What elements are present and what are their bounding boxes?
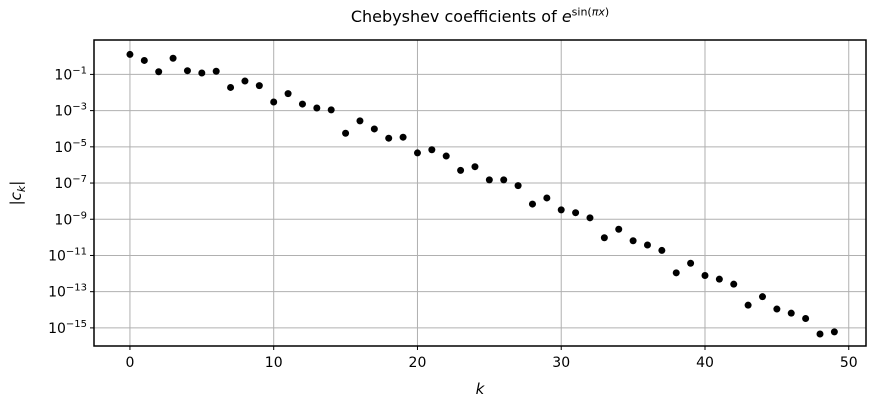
y-tick-label: 10−15 [48,319,87,337]
x-tick-label: 30 [552,355,570,371]
x-tick-label: 20 [409,355,427,371]
data-point [356,117,364,125]
data-point [471,163,479,171]
data-point [600,234,608,242]
x-axis-label-text: k [475,380,485,398]
y-tick-exponent: −13 [66,283,87,294]
data-point [212,67,220,75]
y-axis-label-close: | [7,180,25,186]
data-point [687,259,695,267]
data-point [457,166,465,174]
data-point [227,83,235,91]
data-point [629,237,637,245]
data-point [615,225,623,233]
y-tick-exponent: −9 [72,210,87,221]
data-point [500,176,508,184]
data-point [241,77,249,85]
y-axis-label: |ck| [7,180,28,206]
x-axis-label: k [94,380,866,398]
chart-title-exp-close: ) [604,5,610,19]
data-point [485,176,493,184]
data-point [787,309,795,317]
x-tick-label: 0 [125,355,134,371]
data-point [543,194,551,202]
chart-title-exponent: sin(πx) [572,6,610,19]
data-point [342,129,350,137]
data-point [773,305,781,313]
y-tick-exponent: −1 [72,65,87,76]
y-tick-label: 10−1 [54,65,87,83]
data-point [586,214,594,222]
y-tick-label: 10−3 [54,102,87,120]
data-point [428,146,436,154]
data-point [830,328,838,336]
data-point [385,134,393,142]
data-point [758,293,766,301]
data-point [313,104,321,112]
y-tick-exponent: −15 [66,319,87,330]
data-point [413,149,421,157]
y-tick-label: 10−7 [54,174,87,192]
data-point [715,275,723,283]
x-tick-label: 40 [696,355,714,371]
y-tick-exponent: −5 [72,138,87,149]
data-point [270,98,278,106]
data-point [298,100,306,108]
chart-title-exp-fn: sin( [571,5,592,19]
y-axis-label-base: c [7,192,25,201]
y-tick-label: 10−11 [48,246,87,264]
data-point [183,67,191,75]
y-tick-label: 10−9 [54,210,87,228]
chart-title-prefix: Chebyshev coefficients of [350,7,562,26]
data-point [672,269,680,277]
data-point [572,209,580,217]
data-point [126,50,134,58]
chart-title: Chebyshev coefficients of esin(πx) [94,7,866,26]
data-point [730,280,738,288]
y-tick-label: 10−13 [48,283,87,301]
axes-spines [93,39,867,347]
data-point [514,182,522,190]
data-point [327,106,335,114]
data-point [370,125,378,133]
x-tick-label: 10 [265,355,283,371]
data-point [140,56,148,64]
y-axis-label-sub: k [15,185,28,193]
data-point [169,54,177,62]
x-tick-label: 50 [840,355,858,371]
data-point [802,315,810,323]
data-point [528,200,536,208]
y-tick-exponent: −7 [72,174,87,185]
chart-title-exp-var: πx [591,5,605,19]
y-axis-label-open: | [7,200,25,206]
data-point [255,82,263,90]
data-point [701,272,709,280]
plot-area [94,40,866,346]
y-tick-label: 10−5 [54,138,87,156]
data-point [399,133,407,141]
data-point [557,206,565,214]
data-point [198,69,206,77]
data-point [816,330,824,338]
data-point [284,90,292,98]
y-tick-exponent: −11 [66,246,87,257]
chart-title-base: e [561,7,572,26]
data-point [643,241,651,249]
data-point [744,301,752,309]
y-tick-exponent: −3 [72,102,87,113]
data-point [442,152,450,160]
data-point [658,246,666,254]
data-point [155,68,163,76]
